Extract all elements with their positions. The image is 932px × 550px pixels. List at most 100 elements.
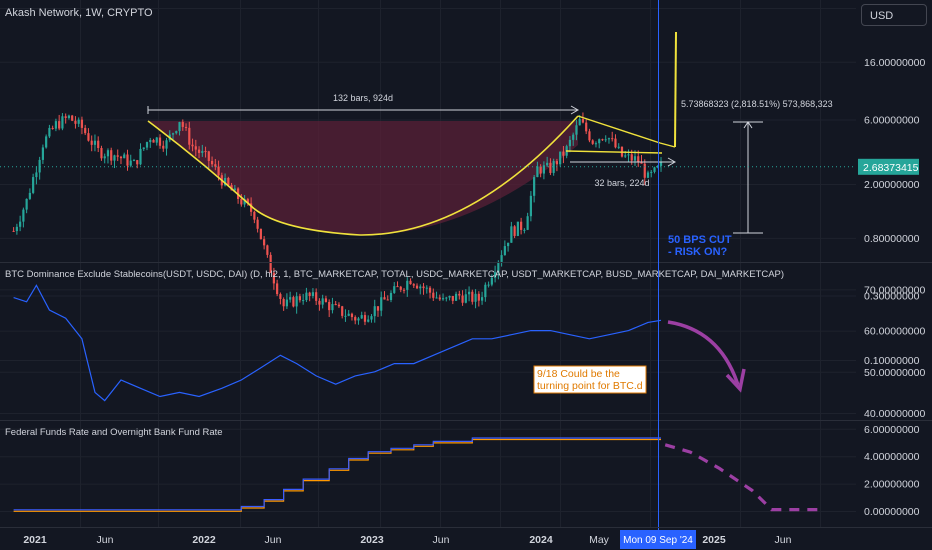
cup-range-label: 132 bars, 924d	[333, 93, 393, 103]
candle-body	[656, 165, 659, 168]
candle-body	[627, 154, 630, 156]
down-trend-arrow-head	[725, 368, 746, 393]
candle-body	[510, 226, 513, 243]
candle-body	[484, 284, 487, 298]
cup-shade	[148, 121, 578, 236]
candle-body	[536, 166, 539, 178]
candle-body	[74, 120, 77, 124]
candle-body	[591, 140, 594, 144]
candles[interactable]	[12, 112, 663, 326]
candle-body	[110, 150, 113, 161]
candle-body	[25, 198, 28, 210]
time-axis-label: Jun	[97, 534, 114, 546]
candle-body	[207, 151, 210, 161]
y-tick-label: 6.00000000	[864, 424, 920, 436]
y-tick-label: 0.10000000	[864, 355, 920, 367]
candle-body	[12, 230, 15, 232]
candle-body	[451, 295, 454, 301]
candle-body	[149, 139, 152, 143]
candle-body	[269, 254, 272, 273]
candle-body	[181, 122, 184, 127]
candle-body	[194, 146, 197, 150]
candle-body	[191, 144, 194, 147]
candle-body	[523, 229, 526, 231]
candle-body	[87, 133, 90, 141]
candle-body	[659, 162, 663, 166]
candle-body	[178, 122, 181, 132]
breakout-target-line	[674, 31, 677, 148]
candle-body	[302, 300, 305, 302]
cup-curve	[147, 115, 579, 236]
candle-body	[54, 121, 58, 129]
candle-body	[614, 138, 617, 148]
candle-body	[477, 293, 480, 301]
candle-body	[318, 300, 321, 305]
candle-body	[51, 127, 54, 129]
candle-body	[71, 115, 74, 121]
candle-body	[58, 121, 61, 129]
candle-body	[497, 261, 500, 273]
candle-body	[585, 122, 588, 132]
candle-body	[454, 293, 458, 301]
candle-body	[438, 297, 441, 300]
candle-body	[334, 304, 337, 306]
candle-body	[77, 119, 80, 124]
candle-body	[233, 188, 236, 191]
candle-body	[80, 119, 84, 128]
candle-body	[581, 119, 585, 123]
candle-body	[480, 297, 484, 301]
candle-body	[555, 161, 559, 165]
currency-button[interactable]: USD	[861, 4, 927, 26]
candle-body	[28, 192, 31, 199]
candle-body	[399, 286, 402, 290]
candle-body	[285, 299, 288, 307]
candle-body	[461, 295, 464, 303]
candle-body	[295, 296, 298, 307]
candle-body	[487, 284, 490, 286]
candle-body	[367, 319, 370, 322]
candle-body	[263, 239, 266, 246]
candle-body	[22, 209, 25, 222]
candle-body	[243, 199, 246, 205]
rate-projection-line	[664, 443, 821, 512]
candle-body	[389, 292, 393, 300]
fed-funds-title: Federal Funds Rate and Overnight Bank Fu…	[5, 427, 223, 438]
candle-body	[494, 272, 497, 278]
time-axis-label: Jun	[433, 534, 450, 546]
y-tick-label: 0.00000000	[864, 506, 920, 518]
candle-body	[201, 151, 204, 153]
candle-body	[402, 289, 406, 291]
time-axis-label: Jun	[265, 534, 282, 546]
candle-body	[136, 160, 139, 165]
candle-body	[305, 292, 308, 301]
candle-body	[624, 155, 627, 157]
candle-body	[552, 161, 555, 173]
candle-body	[250, 203, 253, 212]
candle-body	[67, 115, 71, 118]
candle-body	[406, 280, 409, 290]
candle-body	[357, 318, 360, 321]
candle-body	[113, 155, 116, 161]
candle-body	[321, 298, 324, 305]
candle-body	[425, 287, 428, 289]
candle-body	[152, 139, 155, 143]
candle-body	[48, 127, 51, 137]
candle-body	[19, 221, 22, 227]
candle-body	[637, 156, 640, 162]
candle-body	[197, 149, 201, 153]
candle-body	[611, 138, 614, 140]
candle-body	[100, 148, 103, 159]
y-tick-label: 60.00000000	[864, 326, 925, 338]
last-price-badge	[858, 158, 919, 175]
candle-body	[311, 292, 315, 297]
candle-body	[464, 294, 467, 303]
candle-body	[575, 125, 578, 135]
last-price-label: 2.68373415	[863, 162, 919, 174]
candle-body	[256, 219, 259, 229]
candle-body	[171, 133, 175, 135]
crosshair-date-badge	[620, 530, 696, 549]
candle-body	[412, 284, 415, 286]
cup-range-arrowhead	[570, 105, 580, 115]
time-axis[interactable]: 2021 Jun 2022 Jun 2023 Jun 2024 May 2025 Jun	[23, 534, 791, 546]
